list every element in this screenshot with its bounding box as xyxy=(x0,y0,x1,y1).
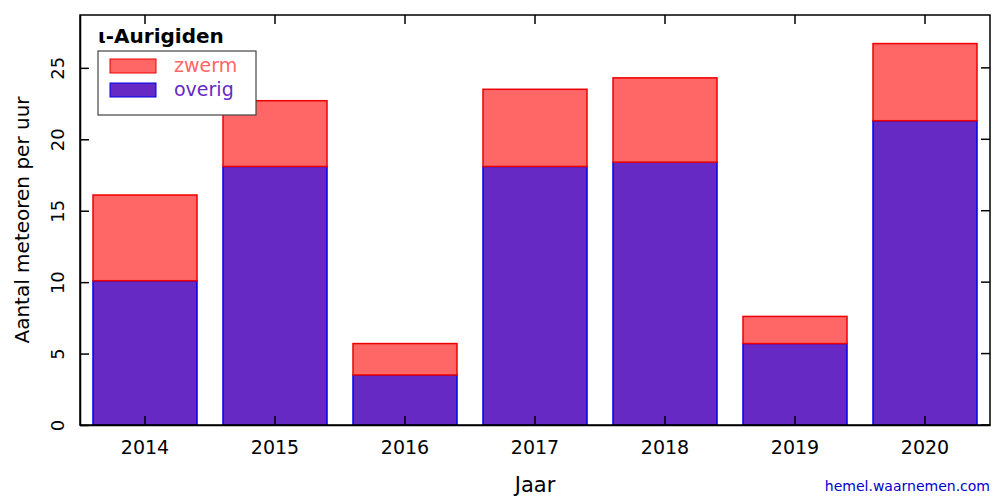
x-tick-label: 2017 xyxy=(511,436,559,458)
bar xyxy=(483,166,587,425)
y-axis-title: Aantal meteoren per uur xyxy=(10,96,34,344)
bar xyxy=(873,121,977,425)
y-tick-label: 0 xyxy=(47,420,68,431)
bars xyxy=(93,44,977,425)
x-tick-mark xyxy=(274,15,276,24)
x-tick: 2016 xyxy=(381,416,429,458)
bar xyxy=(223,166,327,425)
bar xyxy=(743,344,847,425)
bar xyxy=(353,375,457,425)
annotation: hemel.waarnemen.com xyxy=(825,478,990,494)
chart: 0 5 10 15 20 25 2014 2015 2016 2017 2018 2019 2020 ι-… xyxy=(0,0,1000,500)
y-tick-mark xyxy=(981,139,990,141)
legend: zwermoverig xyxy=(98,51,256,115)
y-tick-mark xyxy=(981,67,990,69)
x-axis: 2014 2015 2016 2017 2018 2019 2020 xyxy=(81,416,991,458)
y-tick: 10 xyxy=(47,271,89,294)
legend-box xyxy=(98,51,256,115)
x-tick-label: 2020 xyxy=(901,436,949,458)
bar xyxy=(353,344,457,375)
x-tick-label: 2019 xyxy=(771,436,819,458)
x-tick-mark xyxy=(404,15,406,24)
x-tick-mark xyxy=(664,15,666,24)
y-tick-label: 15 xyxy=(47,200,68,223)
x-tick-label: 2018 xyxy=(641,436,689,458)
y-tick-mark xyxy=(80,139,89,141)
x-tick-label: 2016 xyxy=(381,436,429,458)
x-axis-top xyxy=(145,15,925,24)
bar xyxy=(743,316,847,343)
plot: 0 5 10 15 20 25 2014 2015 2016 2017 2018 2019 2020 ι-… xyxy=(47,15,991,458)
x-tick-label: 2014 xyxy=(121,436,169,458)
x-axis-title: Jaar xyxy=(513,473,556,497)
y-tick-label: 5 xyxy=(47,348,68,359)
y-axis: 0 5 10 15 20 25 xyxy=(47,16,89,432)
frame xyxy=(80,15,990,425)
x-tick-mark xyxy=(534,416,536,425)
bar xyxy=(613,162,717,425)
y-tick-mark xyxy=(80,353,89,355)
x-tick-mark xyxy=(794,15,796,24)
y-tick-mark xyxy=(80,282,89,284)
y-tick: 5 xyxy=(47,348,89,359)
x-tick-mark xyxy=(534,15,536,24)
y-tick-label: 10 xyxy=(47,271,68,294)
y-tick-label: 20 xyxy=(47,128,68,151)
bar xyxy=(483,89,587,166)
x-tick: 2014 xyxy=(121,416,169,458)
x-tick-mark xyxy=(144,416,146,425)
y-tick-mark xyxy=(80,210,89,212)
y-axis-right xyxy=(981,68,990,425)
y-tick-mark xyxy=(981,353,990,355)
y-tick-mark xyxy=(80,68,89,70)
y-tick-mark xyxy=(981,281,990,283)
legend-swatch xyxy=(110,83,156,97)
bar xyxy=(613,78,717,162)
x-tick: 2018 xyxy=(641,416,689,458)
legend-label: overig xyxy=(174,78,234,100)
bar xyxy=(873,44,977,121)
x-tick: 2020 xyxy=(901,416,949,458)
x-tick-mark xyxy=(794,416,796,425)
y-tick-label: 25 xyxy=(47,57,68,80)
x-tick-mark xyxy=(144,15,146,24)
legend-swatch xyxy=(110,59,156,73)
y-tick: 20 xyxy=(47,128,89,151)
y-tick: 25 xyxy=(47,57,89,80)
x-tick-mark xyxy=(924,15,926,24)
bar xyxy=(93,195,197,281)
legend-label: zwerm xyxy=(174,54,237,76)
x-tick-mark xyxy=(274,416,276,425)
x-tick: 2015 xyxy=(251,416,299,458)
title: ι-Aurigiden xyxy=(98,24,224,48)
bar xyxy=(93,281,197,425)
x-tick-label: 2015 xyxy=(251,436,299,458)
y-tick: 15 xyxy=(47,200,89,223)
series-1 xyxy=(93,44,977,375)
x-tick-mark xyxy=(404,416,406,425)
y-tick-mark xyxy=(981,210,990,212)
x-tick-mark xyxy=(664,416,666,425)
x-tick-mark xyxy=(924,416,926,425)
x-tick: 2017 xyxy=(511,416,559,458)
x-tick: 2019 xyxy=(771,416,819,458)
y-axis-line xyxy=(80,16,82,426)
